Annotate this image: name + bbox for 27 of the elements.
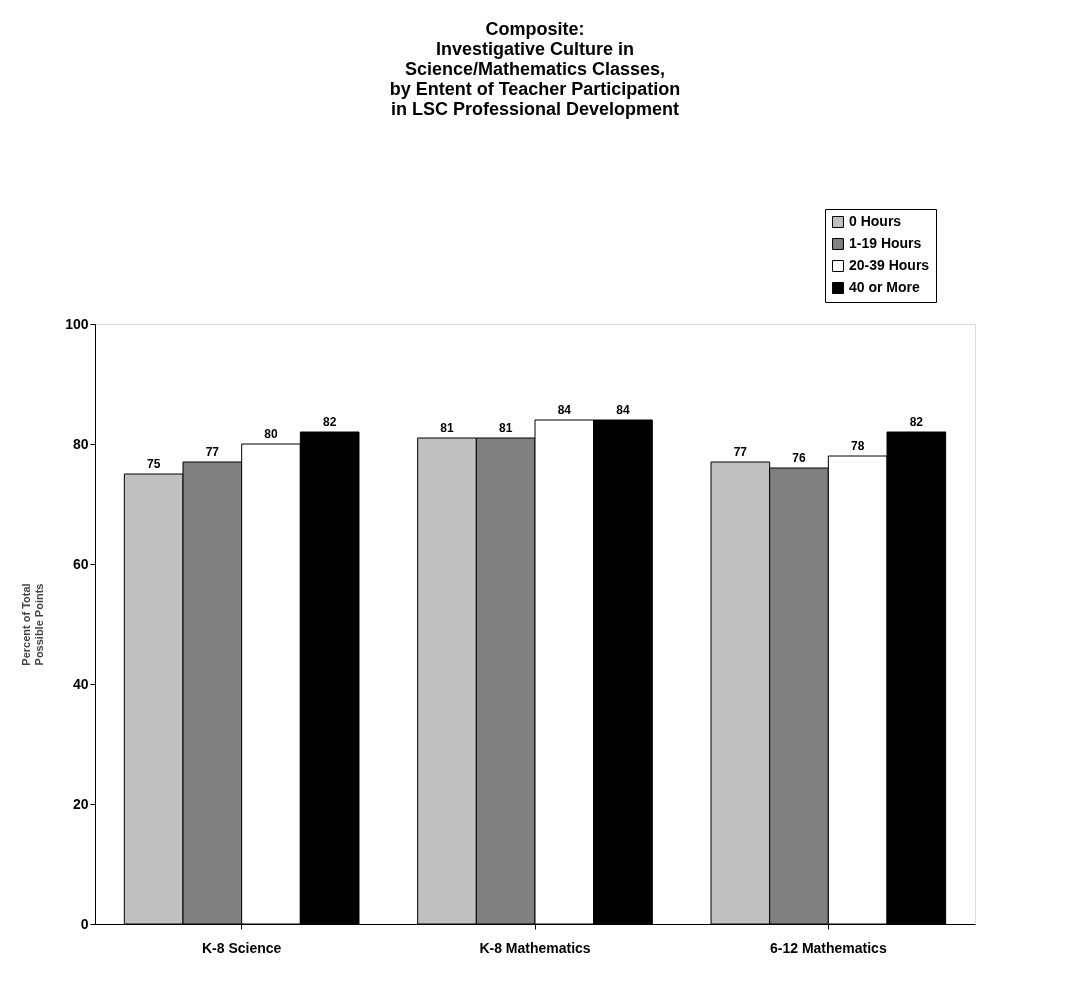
data-label: 75: [146, 457, 161, 471]
legend-label: 20-39 Hours: [849, 257, 930, 273]
data-label: 81: [498, 421, 513, 435]
data-label: 81: [440, 421, 454, 435]
y-tick-label: 0: [80, 915, 89, 932]
x-tick-label: K-8 Mathematics: [479, 939, 591, 956]
data-label: 77: [205, 445, 220, 459]
y-tick-label: 80: [72, 435, 89, 452]
legend-label: 1-19 Hours: [849, 235, 922, 251]
data-label: 82: [909, 415, 924, 429]
chart-title: Composite: Investigative Culture in Science/Mathematics Classes, by Entent of Teacher Participation in LSC Professional Development: [389, 18, 681, 119]
data-label: 78: [850, 439, 865, 453]
data-label: 84: [616, 403, 630, 417]
x-tick-label: K-8 Science: [201, 939, 282, 956]
y-tick-label: 60: [72, 555, 89, 572]
y-tick-label: 100: [65, 315, 89, 332]
legend-label: 40 or More: [849, 279, 921, 295]
data-label: 82: [322, 415, 337, 429]
data-label: 76: [792, 451, 806, 465]
y-axis-title: Percent of Total Possible Points: [20, 583, 46, 666]
legend-label: 0 Hours: [849, 213, 902, 229]
data-label: 80: [264, 427, 278, 441]
x-tick-label: 6-12 Mathematics: [769, 939, 887, 956]
y-tick-label: 20: [72, 795, 89, 812]
y-tick-label: 40: [72, 675, 89, 692]
data-label: 84: [557, 403, 572, 417]
data-label: 77: [733, 445, 748, 459]
